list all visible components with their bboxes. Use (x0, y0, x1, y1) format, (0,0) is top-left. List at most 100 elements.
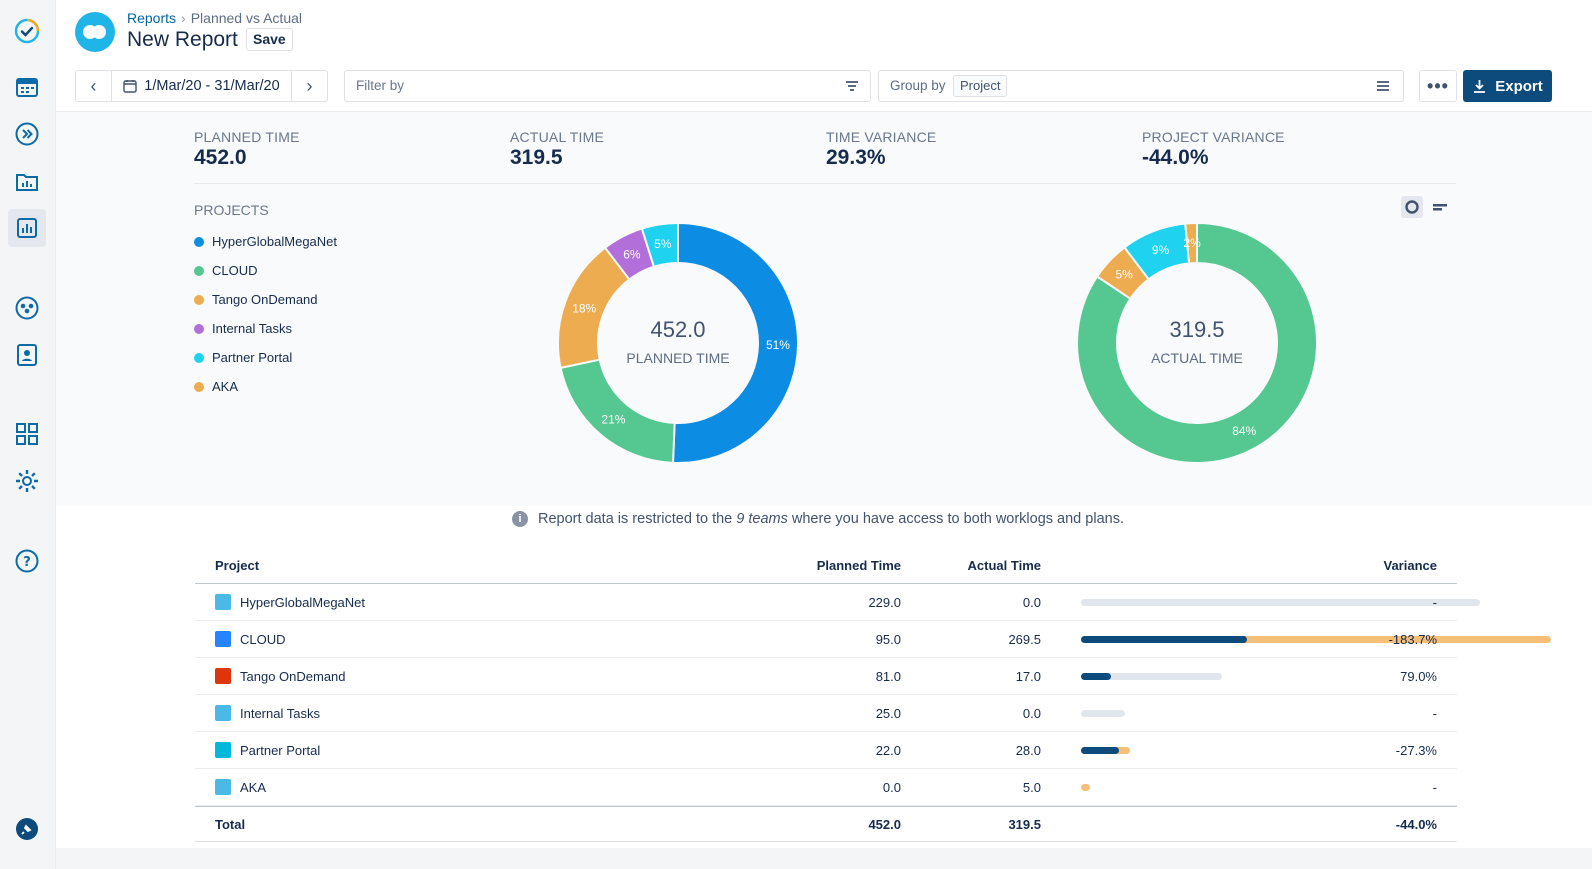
donut-center-value: 319.5 (1169, 317, 1224, 342)
chart-view-toggle (1401, 196, 1451, 218)
legend-item[interactable]: Tango OnDemand (194, 285, 337, 314)
folder-chart-icon[interactable] (8, 162, 46, 200)
legend-item[interactable]: AKA (194, 372, 337, 401)
actual-time-cell: 269.5 (1008, 631, 1041, 647)
filter-input[interactable]: Filter by (344, 70, 871, 102)
donut-slice-partner-portal[interactable] (640, 221, 679, 268)
column-header-variance[interactable]: Variance (1383, 558, 1438, 573)
table-row[interactable]: HyperGlobalMegaNet 229.0 0.0 - (195, 584, 1481, 621)
report-logo-icon (75, 12, 115, 52)
donut-slice-cloud[interactable] (1076, 221, 1318, 464)
reports-icon[interactable] (8, 209, 46, 247)
donut-view-toggle[interactable] (1401, 196, 1423, 218)
planned-time-cell: 95.0 (875, 631, 901, 647)
donut-slice-cloud[interactable] (559, 358, 676, 464)
apps-grid-icon[interactable] (8, 415, 46, 453)
planned-time-cell: 22.0 (875, 742, 901, 758)
date-range-picker[interactable]: 1/Mar/20 - 31/Mar/20 (112, 71, 291, 101)
info-icon: i (512, 511, 528, 527)
legend-item[interactable]: Internal Tasks (194, 314, 337, 343)
donut-slice-label: 6% (623, 247, 641, 261)
donut-slice-label: 9% (1152, 243, 1170, 257)
legend-title: PROJECTS (194, 202, 269, 218)
save-button[interactable]: Save (246, 28, 293, 51)
menu-icon (1377, 81, 1389, 91)
variance-cell: - (1432, 594, 1437, 610)
report-table: Project Planned Time Actual Time Varianc… (195, 548, 1551, 842)
teams-icon[interactable] (8, 289, 46, 327)
project-name[interactable]: CLOUD (240, 631, 286, 647)
pin-icon[interactable] (8, 810, 46, 848)
kpi-time-variance: Time Variance 29.3% (826, 129, 936, 170)
project-name[interactable]: HyperGlobalMegaNet (240, 594, 366, 610)
variance-bar-cell (1081, 584, 1551, 620)
legend-item[interactable]: Partner Portal (194, 343, 337, 372)
forward-icon[interactable] (8, 115, 46, 153)
planned-time-cell: 81.0 (875, 668, 901, 684)
variance-bar (1081, 746, 1551, 754)
legend-swatch (194, 381, 204, 392)
summary-panel: Planned Time 452.0 Actual Time 319.5 Tim… (56, 112, 1592, 506)
column-header-actual[interactable]: Actual Time (967, 558, 1041, 573)
export-button[interactable]: Export (1463, 70, 1552, 102)
donut-center-label: PLANNED TIME (626, 350, 729, 366)
table-row[interactable]: AKA 0.0 5.0 - (195, 769, 1457, 806)
variance-bar-planned (1081, 598, 1481, 606)
project-avatar-icon (215, 705, 231, 721)
project-name[interactable]: Partner Portal (240, 742, 321, 758)
help-icon[interactable]: ? (8, 542, 46, 580)
variance-bar-cell (1081, 769, 1551, 805)
group-by-chip[interactable]: Project (953, 75, 1008, 97)
variance-bar (1081, 598, 1551, 606)
project-name[interactable]: Tango OnDemand (240, 668, 346, 684)
table-row[interactable]: Tango OnDemand 81.0 17.0 79.0% (195, 658, 1457, 695)
kpi-value: 319.5 (510, 146, 563, 169)
access-info-note: i Report data is restricted to the 9 tea… (512, 511, 1124, 527)
variance-bar-cell (1081, 658, 1551, 694)
kpi-label: Actual Time (510, 129, 604, 145)
project-avatar-icon (215, 594, 231, 610)
project-avatar-icon (215, 742, 231, 758)
table-header-row: Project Planned Time Actual Time Varianc… (195, 548, 1457, 584)
calendar-icon[interactable] (8, 68, 46, 106)
donut-slice-label: 84% (1232, 424, 1256, 438)
variance-cell: - (1432, 705, 1437, 721)
project-avatar-icon (215, 779, 231, 795)
table-row[interactable]: CLOUD 95.0 269.5 -183.7% (195, 621, 1551, 658)
project-name[interactable]: AKA (240, 779, 267, 795)
group-by-select[interactable]: Group by Project (878, 70, 1404, 102)
tempo-logo-icon[interactable] (8, 12, 46, 50)
variance-cell: -27.3% (1395, 742, 1437, 758)
next-period-button[interactable]: › (291, 71, 327, 101)
donut-slice-label: 18% (572, 301, 596, 315)
table-row[interactable]: Partner Portal 22.0 28.0 -27.3% (195, 732, 1457, 769)
gear-icon[interactable] (8, 462, 46, 500)
donut-view-icon (1405, 200, 1419, 214)
total-variance: -44.0% (1395, 816, 1437, 832)
project-name[interactable]: Internal Tasks (240, 705, 320, 721)
actual-time-cell: 28.0 (1015, 742, 1041, 758)
kpi-actual-time: Actual Time 319.5 (510, 129, 604, 170)
total-actual: 319.5 (1008, 816, 1041, 832)
kpi-label: Project Variance (1142, 129, 1285, 145)
donut-slice-label: 2% (1183, 236, 1201, 250)
calendar-icon (123, 80, 137, 93)
donut-slice-aka[interactable] (1184, 221, 1198, 265)
kpi-label: Planned Time (194, 129, 300, 145)
bar-view-toggle[interactable] (1429, 196, 1451, 218)
report-toolbar: ‹ 1/Mar/20 - 31/Mar/20 › Filter by Group… (56, 62, 1592, 112)
legend-swatch (194, 236, 204, 247)
donut-slice-hyperglobalmeganet[interactable] (671, 221, 799, 464)
legend-item[interactable]: HyperGlobalMegaNet (194, 227, 337, 256)
previous-period-button[interactable]: ‹ (76, 71, 112, 101)
column-header-planned[interactable]: Planned Time (816, 558, 901, 573)
table-row[interactable]: Internal Tasks 25.0 0.0 - (195, 695, 1457, 732)
column-header-project[interactable]: Project (215, 558, 260, 573)
donut-center-value: 452.0 (650, 317, 705, 342)
more-options-button[interactable]: ••• (1419, 70, 1457, 102)
breadcrumb-current: Planned vs Actual (190, 10, 302, 26)
legend-item[interactable]: CLOUD (194, 256, 337, 285)
actual-time-donut-chart: 84% 5% 9% 2% 319.5 ACTUAL TIME (1076, 221, 1318, 464)
contact-icon[interactable] (8, 336, 46, 374)
breadcrumb-reports-link[interactable]: Reports (127, 10, 177, 26)
